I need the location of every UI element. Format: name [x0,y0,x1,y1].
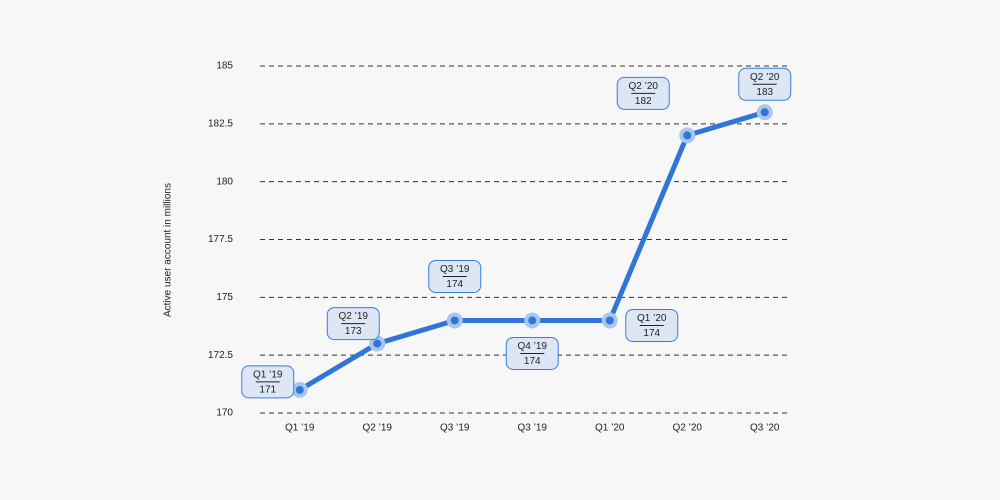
x-tick-label: Q2 ’20 [673,423,703,434]
x-tick-label: Q2 ’19 [363,423,393,434]
point-label: Q2 ’20 [750,72,780,83]
point [683,131,692,140]
x-tick-label: Q1 ’19 [285,423,315,434]
x-tick-label: Q3 ’20 [750,423,780,434]
y-tick-label: 185 [216,61,233,72]
point [373,339,382,348]
point [450,316,459,325]
data-label: 174 [446,279,463,290]
y-tick-label: 177.5 [208,234,233,245]
point-label: Q2 ’19 [339,311,369,322]
data-label: 174 [524,356,541,367]
y-tick-label: 175 [216,292,233,303]
y-axis-label: Active user account in millions [163,183,174,317]
point [528,316,537,325]
x-tick-label: Q1 ’20 [595,423,625,434]
point-label: Q2 ’20 [629,81,659,92]
point-label: Q1 ’20 [637,313,667,324]
data-label: 183 [756,87,773,98]
point [295,385,304,394]
y-tick-label: 182.5 [208,118,233,129]
y-tick-label: 180 [216,176,233,187]
x-tick-label: Q3 ’19 [518,423,548,434]
point [760,108,769,117]
y-tick-label: 172.5 [208,350,233,361]
point-label: Q4 ’19 [518,341,548,352]
point-label: Q1 ’19 [253,370,283,381]
x-tick-label: Q3 ’19 [440,423,470,434]
y-tick-label: 170 [216,408,233,419]
data-label: 173 [345,326,362,337]
point [605,316,614,325]
data-label: 174 [643,328,660,339]
data-label: 182 [635,96,652,107]
point-label: Q3 ’19 [440,264,470,275]
data-label: 171 [259,385,276,396]
